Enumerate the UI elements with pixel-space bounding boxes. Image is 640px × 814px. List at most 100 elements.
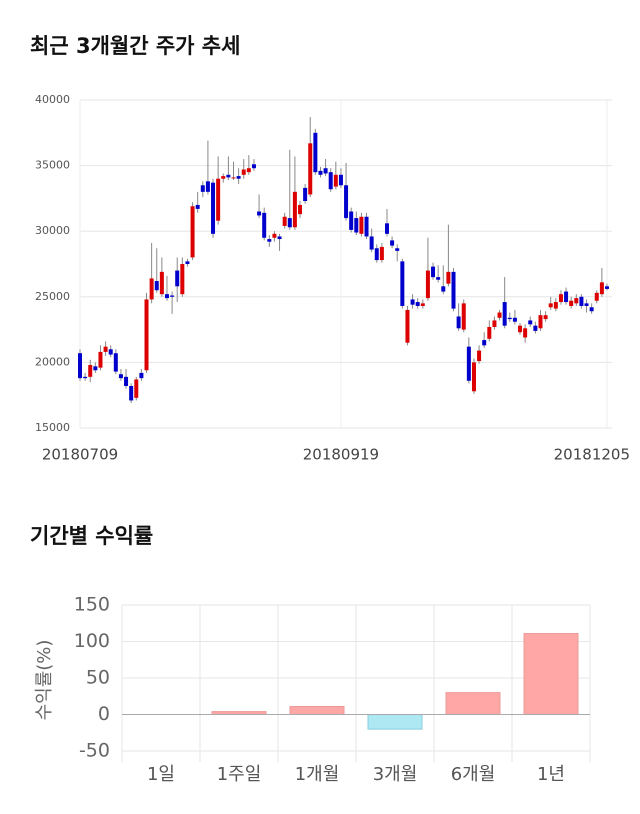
candle-body [415, 302, 420, 306]
candle-body [287, 218, 292, 228]
candle-body [139, 372, 144, 379]
candle-body [124, 376, 129, 387]
candle-body [236, 176, 241, 179]
candle-body [512, 317, 517, 322]
candle-body [298, 204, 303, 215]
candle-body [272, 233, 277, 238]
y-tick-label: 25000 [35, 290, 70, 303]
candle-body [108, 349, 113, 355]
x-tick-label: 20181205 [554, 446, 630, 464]
candle-body [303, 187, 308, 202]
candle-body [461, 303, 466, 330]
candle-body [93, 366, 98, 371]
candle-body [390, 240, 395, 246]
x-tick-label: 1일 [147, 764, 175, 785]
candle-body [436, 277, 441, 280]
x-tick-label: 6개월 [451, 764, 496, 785]
x-tick-label: 20180919 [303, 446, 379, 464]
candle-body [226, 174, 231, 178]
candle-body [594, 292, 599, 301]
candle-body [395, 248, 400, 251]
candle-body [553, 302, 558, 309]
candle-body [543, 315, 548, 320]
candle-body [400, 261, 405, 306]
candle-body [471, 362, 476, 392]
candle-body [482, 340, 487, 346]
y-tick-label: 20000 [35, 355, 70, 368]
candle-body [420, 303, 425, 306]
candle-body [282, 216, 287, 226]
candle-body [211, 182, 216, 234]
candle-body [185, 261, 190, 264]
bar [289, 706, 345, 716]
candle-body [589, 307, 594, 312]
candle-body [180, 264, 185, 295]
candle-body [78, 353, 82, 379]
candle-body [267, 239, 272, 242]
candle-body [466, 346, 471, 381]
candle-body [558, 294, 563, 303]
candle-body [338, 174, 343, 186]
bar [523, 632, 579, 716]
candle-body [574, 298, 579, 304]
candle-body [446, 271, 451, 284]
y-tick-label: -50 [79, 740, 110, 762]
candle-body [523, 328, 528, 338]
candle-body [502, 302, 507, 326]
candle-body [262, 212, 267, 238]
candle-body [538, 315, 543, 329]
y-axis-label: 수익률(%) [34, 640, 55, 721]
candle-body [323, 168, 328, 174]
candle-body [359, 216, 364, 234]
candle-body [344, 185, 349, 219]
candle-body [497, 312, 502, 318]
y-tick-label: 100 [74, 630, 110, 652]
candle-body [205, 181, 210, 192]
candle-body [564, 291, 569, 303]
x-tick-label: 3개월 [373, 764, 418, 785]
candle-body [379, 246, 384, 261]
candle-body [257, 211, 262, 216]
candle-body [528, 320, 533, 325]
candle-body [599, 282, 604, 295]
candle-body [431, 266, 436, 278]
candle-body [349, 211, 354, 230]
candle-body [154, 281, 159, 291]
y-tick-label: 30000 [35, 224, 70, 237]
y-tick-label: 0 [98, 703, 110, 725]
candle-body [251, 164, 256, 169]
bar [445, 692, 501, 716]
candle-body [441, 286, 446, 292]
candle-body [333, 174, 338, 187]
candle-body [144, 299, 149, 371]
candle-body [548, 303, 553, 308]
candle-body [579, 296, 584, 306]
candle-body [103, 346, 108, 352]
candle-body [584, 303, 589, 306]
candle-body [318, 170, 323, 175]
candle-body [328, 172, 333, 190]
candle-body [195, 204, 200, 209]
candle-body [118, 374, 123, 379]
candle-body [83, 376, 88, 379]
candle-body [241, 169, 246, 175]
candle-body [569, 300, 574, 306]
y-tick-label: 50 [86, 667, 110, 689]
candle-body [354, 218, 359, 233]
candle-body [216, 178, 221, 221]
y-tick-label: 40000 [35, 93, 70, 106]
candle-body [292, 191, 297, 228]
candle-body [88, 365, 93, 377]
chart-title: 최근 3개월간 주가 추세 [30, 34, 240, 58]
candle-body [231, 177, 236, 179]
candle-body [477, 350, 482, 362]
candle-body [533, 325, 538, 331]
candle-body [313, 132, 318, 173]
candle-body [129, 386, 134, 401]
y-tick-label: 150 [74, 594, 110, 616]
candle-body [369, 236, 374, 250]
x-tick-label: 1개월 [295, 764, 340, 785]
candle-body [410, 299, 415, 305]
candle-body [175, 270, 180, 287]
candle-body [170, 295, 175, 297]
